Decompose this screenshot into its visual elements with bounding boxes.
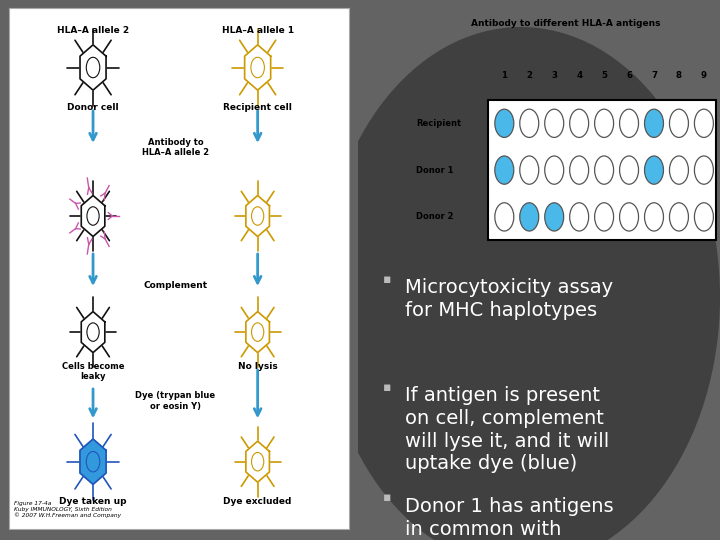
Circle shape (251, 207, 264, 225)
Circle shape (644, 109, 664, 138)
Text: 2: 2 (526, 71, 532, 80)
Text: Antibody to different HLA-A antigens: Antibody to different HLA-A antigens (472, 19, 661, 28)
Text: 1: 1 (501, 71, 508, 80)
Circle shape (545, 109, 564, 138)
Polygon shape (246, 195, 269, 237)
Circle shape (251, 323, 264, 341)
Text: Dye excluded: Dye excluded (223, 497, 292, 506)
Circle shape (495, 202, 514, 231)
Text: No lysis: No lysis (238, 362, 277, 371)
Text: 9: 9 (701, 71, 707, 80)
FancyBboxPatch shape (9, 8, 349, 529)
Ellipse shape (322, 27, 720, 540)
Circle shape (670, 156, 688, 184)
Circle shape (620, 156, 639, 184)
Text: 5: 5 (601, 71, 607, 80)
Polygon shape (81, 195, 105, 237)
Text: 7: 7 (651, 71, 657, 80)
Text: ▪: ▪ (382, 273, 391, 286)
Circle shape (520, 109, 539, 138)
Circle shape (86, 451, 100, 472)
Text: Dye (trypan blue
or eosin Y): Dye (trypan blue or eosin Y) (135, 392, 215, 411)
Circle shape (87, 207, 99, 225)
Circle shape (87, 323, 99, 341)
Text: If antigen is present
on cell, complement
will lyse it, and it will
uptake dye (: If antigen is present on cell, complemen… (405, 386, 609, 474)
Circle shape (520, 202, 539, 231)
Text: 3: 3 (552, 71, 557, 80)
Circle shape (570, 202, 589, 231)
Circle shape (670, 202, 688, 231)
Polygon shape (80, 439, 106, 484)
Text: Figure 17-4a
Kuby IMMUNOLOGY, Sixth Edition
© 2007 W.H.Freeman and Company: Figure 17-4a Kuby IMMUNOLOGY, Sixth Edit… (14, 501, 122, 518)
Circle shape (520, 156, 539, 184)
Text: Dye taken up: Dye taken up (59, 497, 127, 506)
Circle shape (595, 202, 613, 231)
Polygon shape (246, 312, 269, 353)
Circle shape (570, 109, 589, 138)
Circle shape (86, 57, 100, 78)
Circle shape (644, 202, 664, 231)
Text: ▪: ▪ (382, 491, 391, 504)
Text: Donor 2: Donor 2 (415, 212, 454, 221)
Circle shape (644, 156, 664, 184)
Circle shape (495, 109, 514, 138)
Text: Donor cell: Donor cell (67, 103, 119, 112)
Polygon shape (246, 441, 269, 482)
Circle shape (251, 57, 264, 78)
Text: Antibody to
HLA–A allele 2: Antibody to HLA–A allele 2 (142, 138, 209, 157)
Text: 4: 4 (576, 71, 582, 80)
Text: Recipient cell: Recipient cell (223, 103, 292, 112)
Polygon shape (81, 312, 105, 353)
Circle shape (620, 202, 639, 231)
Circle shape (670, 109, 688, 138)
Text: Donor 1: Donor 1 (415, 166, 454, 174)
Circle shape (595, 109, 613, 138)
Polygon shape (80, 45, 106, 90)
Text: HLA–A allele 1: HLA–A allele 1 (222, 26, 294, 35)
Text: 8: 8 (676, 71, 682, 80)
Circle shape (570, 156, 589, 184)
Circle shape (495, 156, 514, 184)
Circle shape (545, 202, 564, 231)
Text: Microcytoxicity assay
for MHC haplotypes: Microcytoxicity assay for MHC haplotypes (405, 278, 613, 320)
Text: Donor 1 has antigens
in common with
recepient: Donor 1 has antigens in common with rece… (405, 497, 613, 540)
Circle shape (251, 453, 264, 471)
Text: Recipient: Recipient (415, 119, 461, 128)
Polygon shape (245, 45, 271, 90)
FancyBboxPatch shape (488, 100, 716, 240)
Text: 6: 6 (626, 71, 632, 80)
Text: Complement: Complement (143, 281, 207, 290)
Circle shape (595, 156, 613, 184)
Circle shape (620, 109, 639, 138)
Text: HLA–A allele 2: HLA–A allele 2 (57, 26, 129, 35)
Circle shape (694, 202, 714, 231)
Circle shape (694, 156, 714, 184)
Text: Cells become
leaky: Cells become leaky (62, 362, 125, 381)
Circle shape (545, 156, 564, 184)
Circle shape (694, 109, 714, 138)
Text: ▪: ▪ (382, 381, 391, 394)
